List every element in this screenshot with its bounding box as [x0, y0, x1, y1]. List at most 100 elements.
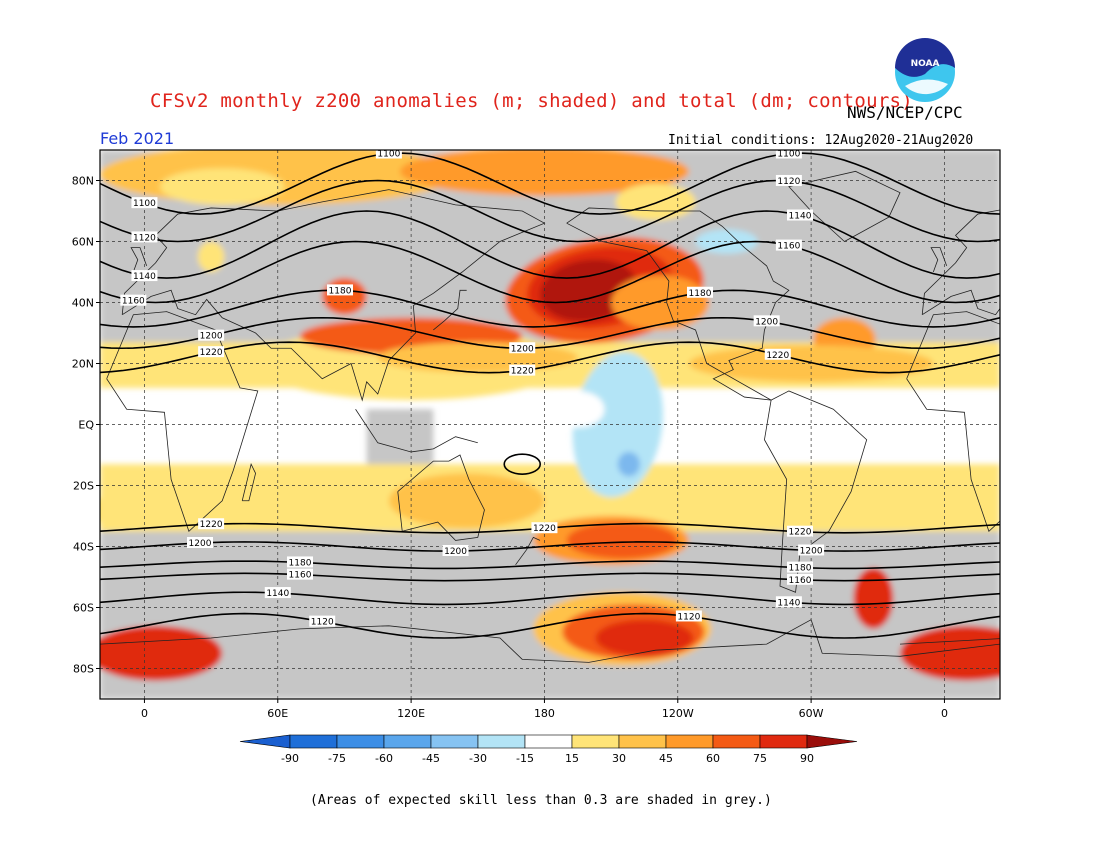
contour-label: 1200: [511, 344, 534, 354]
blob-arctic-3: [160, 168, 285, 205]
contour-label-bg: [798, 544, 825, 556]
blob-spac-core: [566, 522, 678, 559]
contour-label: 1180: [289, 558, 312, 568]
contour-label: 1200: [189, 539, 212, 549]
blob-australia: [388, 473, 545, 529]
lon-label: 60E: [267, 707, 288, 720]
lat-label: 40N: [72, 297, 94, 310]
lat-label: 80S: [73, 663, 94, 676]
coast-japan: [433, 289, 467, 331]
contour-closed-tropical: [503, 453, 542, 475]
lon-label: 60W: [799, 707, 824, 720]
colorbar-swatch: [430, 734, 479, 749]
initial-conditions: Initial conditions: 12Aug2020-21Aug2020: [668, 133, 974, 148]
contour-label: 1200: [800, 546, 823, 556]
contour-label-bg: [375, 150, 402, 159]
colorbar-tick-label: -90: [281, 752, 299, 765]
contour-label-bg: [787, 209, 813, 221]
colorbar: -90 -75 -60 -45 -30 -15 15 30 45 60 75 90: [239, 734, 858, 765]
contour-label-bg: [198, 346, 225, 358]
noaa-logo-icon: NOAA: [895, 38, 955, 102]
contour-1100: [100, 152, 1000, 215]
coastlines: [100, 170, 1055, 663]
contour-label-bg: [287, 556, 313, 568]
contour-label-bg: [198, 329, 225, 341]
colorbar-swatch: [477, 734, 526, 749]
blob-south-atlantic: [853, 567, 894, 629]
contour-label: 1100: [133, 199, 156, 209]
contour-label: 1140: [133, 272, 156, 282]
contour-label-bg: [753, 315, 780, 327]
lat-label: 60S: [73, 602, 94, 615]
blob-arctic-2: [400, 150, 689, 196]
contour-label-bg: [198, 518, 225, 530]
contour-label: 1200: [200, 332, 223, 342]
colorbar-tick-label: -60: [375, 752, 393, 765]
contour-label: 1120: [133, 233, 156, 243]
contour-label-bg: [675, 610, 702, 622]
contour-1140: [100, 591, 1000, 606]
colorbar-swatch: [383, 734, 432, 749]
contour-label-bg: [264, 587, 291, 599]
colorbar-tick-label: 30: [612, 752, 626, 765]
colorbar-tick-label: -15: [516, 752, 534, 765]
colorbar-tick-label: 15: [565, 752, 579, 765]
colorbar-tick-label: 75: [753, 752, 767, 765]
blob-trop-core: [617, 451, 641, 477]
gridlines: [100, 150, 1000, 699]
contour-label-bg: [787, 561, 813, 573]
colorbar-swatch: [571, 734, 620, 749]
coast-madagascar: [1042, 464, 1055, 501]
contour-label: 1100: [377, 150, 400, 160]
blob-arctic-4: [615, 183, 696, 221]
contour-1140: [100, 210, 1000, 279]
colorbar-swatch: [665, 734, 714, 749]
contour-label: 1140: [789, 211, 812, 221]
contour-label: 1160: [122, 297, 145, 307]
contour-label-bg: [509, 342, 536, 354]
axis-ticks: 80N 60N 40N 20N EQ 20S 40S 60S 80S 0 60E 120E 180 120…: [72, 175, 948, 721]
colorbar-tick-label: 60: [706, 752, 720, 765]
coast-antarctica: [100, 619, 1000, 663]
contour-label-bg: [187, 536, 213, 548]
blob-south-africa: [100, 491, 256, 529]
lon-label: 120E: [397, 707, 425, 720]
lon-label: 0: [141, 707, 148, 720]
contour-label-bg: [531, 522, 558, 534]
coast-new-zealand: [515, 536, 541, 566]
colorbar-swatch: [289, 734, 338, 749]
contour-label-bg: [687, 286, 713, 298]
lon-label: 0: [941, 707, 948, 720]
noaa-logo-text: NOAA: [911, 59, 940, 69]
lat-label: EQ: [78, 419, 94, 432]
blob-south-pac-core: [595, 619, 694, 657]
colorbar-tick-label: -45: [422, 752, 440, 765]
coast-australia: [397, 454, 485, 541]
coast-uk: [130, 247, 148, 273]
coast-eurasia: [121, 189, 546, 402]
contour-label-bg: [442, 545, 469, 557]
contour-1220: [100, 341, 1000, 374]
contour-label: 1220: [200, 348, 223, 358]
blob-pacific-white: [551, 390, 605, 428]
contour-label: 1120: [311, 618, 334, 628]
contour-1120: [100, 179, 1000, 243]
contour-1160: [100, 572, 1000, 582]
skill-footnote: (Areas of expected skill less than 0.3 a…: [310, 793, 772, 808]
colorbar-swatch: [712, 734, 761, 749]
lon-label: 120W: [662, 707, 694, 720]
lat-label: 60N: [72, 236, 94, 249]
contour-label: 1120: [677, 612, 700, 622]
contour-label: 1200: [444, 547, 467, 557]
blob-europe: [197, 241, 225, 272]
forecast-month: Feb 2021: [100, 129, 175, 148]
contour-label: 1120: [777, 177, 800, 187]
contour-label: 1220: [789, 528, 812, 538]
contour-label: 1160: [789, 576, 812, 586]
colorbar-tick-label: 90: [800, 752, 814, 765]
contour-label-bg: [287, 568, 313, 580]
contour-label: 1220: [511, 367, 534, 377]
contour-label: 1180: [789, 564, 812, 574]
